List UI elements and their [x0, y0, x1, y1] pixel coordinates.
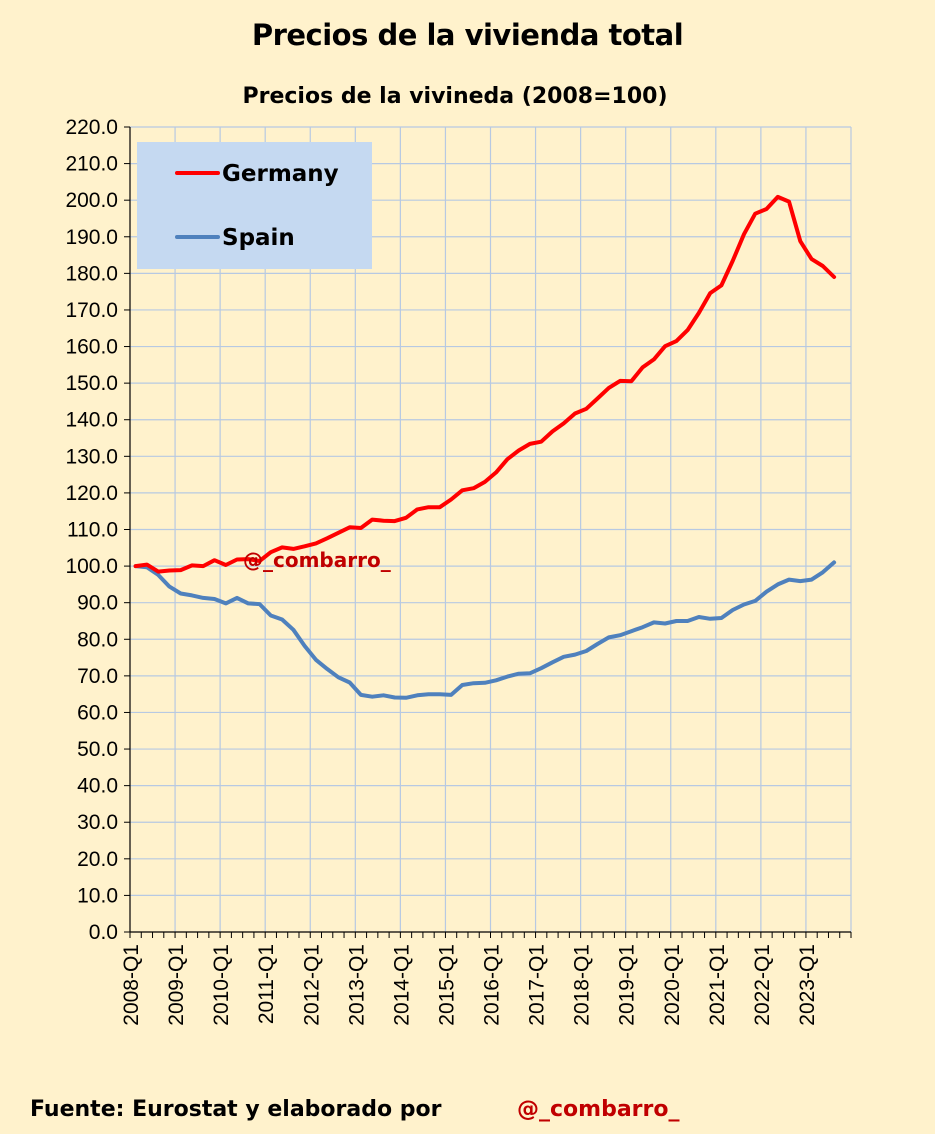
y-tick-label: 90.0: [77, 592, 118, 615]
x-tick-label: 2021-Q1: [706, 944, 729, 1026]
x-tick-label: 2023-Q1: [796, 944, 819, 1026]
series-lines: [133, 194, 837, 700]
watermark: @_combarro_: [243, 548, 391, 572]
y-tick-label: 100.0: [65, 555, 118, 578]
x-tick-label: 2008-Q1: [120, 944, 143, 1026]
chart-subtitle: Precios de la vivineda (2008=100): [242, 84, 668, 109]
legend-label: Germany: [222, 161, 339, 187]
x-tick-label: 2020-Q1: [661, 944, 684, 1026]
x-tick-label: 2018-Q1: [571, 944, 594, 1026]
x-tick-label: 2015-Q1: [435, 944, 458, 1026]
legend-label: Spain: [222, 225, 295, 251]
y-tick-label: 130.0: [65, 445, 118, 468]
y-tick-label: 170.0: [65, 299, 118, 322]
x-tick-label: 2011-Q1: [255, 944, 278, 1024]
y-tick-label: 30.0: [77, 811, 118, 834]
y-tick-label: 220.0: [65, 116, 118, 139]
y-tick-label: 40.0: [77, 775, 118, 798]
y-tick-label: 80.0: [77, 628, 118, 651]
footer-handle: @_combarro_: [517, 1097, 680, 1122]
x-tick-label: 2022-Q1: [751, 944, 774, 1026]
series-line-spain: [133, 560, 837, 700]
y-tick-label: 150.0: [65, 372, 118, 395]
y-tick-label: 160.0: [65, 336, 118, 359]
y-tick-label: 140.0: [65, 409, 118, 432]
footer-source: Fuente: Eurostat y elaborado por: [30, 1097, 442, 1122]
axes: 0.0 10.0 20.0 30.0 40.0 50.0 60.0 70.0 80.0 90.0 1…: [65, 116, 852, 1026]
chart-title: Precios de la vivienda total: [251, 18, 684, 52]
y-tick-label: 70.0: [77, 665, 118, 688]
legend-box: [137, 142, 372, 269]
x-tick-label: 2012-Q1: [300, 944, 323, 1026]
series-line-germany: [133, 194, 837, 574]
y-tick-label: 180.0: [65, 262, 118, 285]
line-chart: 0.0 10.0 20.0 30.0 40.0 50.0 60.0 70.0 80.0 90.0 1…: [65, 116, 852, 1026]
y-tick-label: 50.0: [77, 738, 118, 761]
x-tick-label: 2014-Q1: [390, 944, 413, 1026]
x-tick-label: 2016-Q1: [481, 944, 504, 1026]
x-tick-label: 2019-Q1: [616, 944, 639, 1026]
x-tick-label: 2013-Q1: [345, 944, 368, 1026]
y-tick-label: 20.0: [77, 848, 118, 871]
y-tick-label: 60.0: [77, 701, 118, 724]
x-tick-label: 2009-Q1: [165, 944, 188, 1026]
legend: Germany Spain: [137, 142, 372, 269]
y-tick-label: 10.0: [77, 884, 118, 907]
y-tick-label: 190.0: [65, 226, 118, 249]
y-tick-label: 0.0: [89, 921, 118, 944]
y-tick-label: 210.0: [65, 153, 118, 176]
y-tick-label: 200.0: [65, 189, 118, 212]
y-tick-label: 110.0: [67, 519, 118, 542]
x-tick-label: 2017-Q1: [526, 944, 549, 1026]
x-tick-label: 2010-Q1: [210, 944, 233, 1026]
y-tick-label: 120.0: [65, 482, 118, 505]
